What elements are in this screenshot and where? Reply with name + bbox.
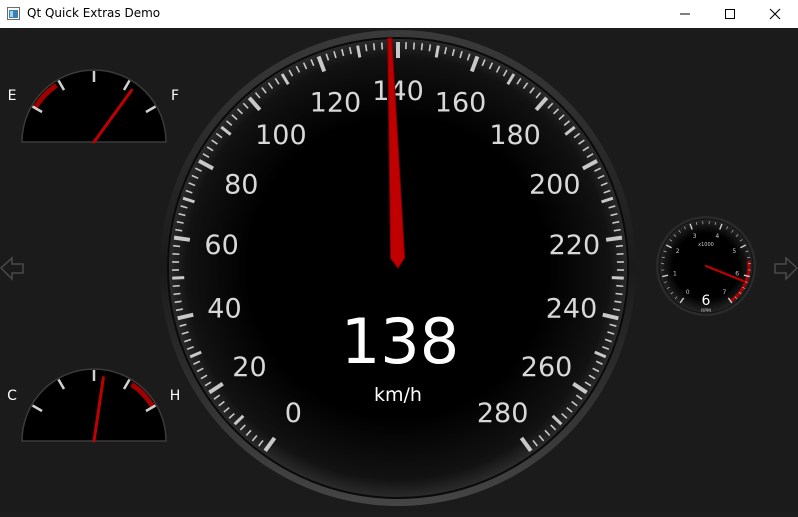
speedometer-tick-label: 180	[489, 120, 541, 151]
left-arrow-icon	[1, 258, 23, 279]
speedometer-tick-label: 220	[549, 230, 601, 261]
speed-unit: km/h	[374, 384, 422, 406]
speedometer-tick	[374, 43, 375, 50]
speedometer-tick-label: 240	[546, 294, 598, 325]
temp-cold-label: C	[7, 388, 17, 404]
left-arrow-button[interactable]	[1, 258, 23, 279]
window-title: Qt Quick Extras Demo	[27, 6, 160, 20]
speedometer-tick	[382, 43, 383, 50]
speedometer-tick	[174, 238, 190, 240]
tachometer-tick-label: 5	[732, 248, 736, 255]
right-arrow-icon	[775, 258, 797, 279]
speedometer-tick	[436, 46, 438, 58]
minimize-button[interactable]	[662, 0, 708, 28]
speedometer-tick	[174, 293, 181, 294]
close-button[interactable]	[752, 0, 798, 28]
speedometer-tick	[616, 246, 623, 247]
fuel-empty-label: E	[8, 88, 17, 104]
tachometer-tick-label: 0	[686, 289, 690, 296]
speedometer-tick-label: 100	[255, 120, 307, 151]
close-icon	[769, 8, 781, 20]
speedometer-tick	[429, 44, 430, 51]
speedometer-tick	[172, 278, 184, 279]
speedometer-tick-label: 140	[372, 76, 424, 107]
rpm-readout: 6	[702, 293, 711, 309]
fuel-full-label: F	[171, 88, 179, 104]
speedometer-tick-label: 160	[435, 87, 487, 118]
speedometer-tick-label: 120	[310, 87, 362, 118]
tachometer-tick-label: 6	[735, 271, 739, 278]
tachometer-multiplier: x1000	[698, 242, 714, 248]
tachometer-tick-label: 3	[693, 233, 697, 240]
speedometer-tick	[606, 238, 622, 240]
speedometer-tick-label: 20	[232, 352, 266, 383]
window-titlebar: Qt Quick Extras Demo	[0, 0, 798, 28]
speedometer-tick-label: 260	[521, 352, 573, 383]
speedometer-tick	[616, 293, 623, 294]
rpm-unit: RPM	[701, 308, 711, 314]
temperature-gauge: C H	[7, 369, 180, 441]
speedometer-tick	[612, 278, 624, 279]
speedometer-tick	[358, 46, 360, 58]
speedometer-tick-label: 0	[285, 398, 302, 429]
fuel-gauge: E F	[8, 70, 179, 142]
speedometer-tick-label: 60	[204, 230, 238, 261]
speedometer-tick	[422, 43, 423, 50]
tachometer-tick-label: 7	[722, 289, 726, 296]
right-arrow-button[interactable]	[775, 258, 797, 279]
speedometer-tick-label: 40	[207, 294, 241, 325]
speedometer-tick	[414, 43, 415, 50]
maximize-button[interactable]	[707, 0, 753, 28]
speedometer-tick-label: 200	[529, 170, 581, 201]
speed-readout: 138	[341, 305, 459, 378]
speedometer-tick	[173, 286, 180, 287]
app-icon	[7, 7, 20, 20]
speedometer-tick	[614, 301, 621, 302]
tachometer-tick-label: 1	[673, 271, 677, 278]
speedometer-tick	[175, 301, 182, 302]
tachometer-tick-label: 4	[715, 233, 719, 240]
maximize-icon	[724, 8, 736, 20]
temp-hot-label: H	[170, 388, 181, 404]
speedometer-tick-label: 280	[477, 398, 529, 429]
speedometer-tick	[366, 44, 367, 51]
speedometer-tick	[173, 246, 180, 247]
tachometer-tick-label: 2	[676, 248, 680, 255]
speedometer-tick	[616, 286, 623, 287]
speedometer-tick-label: 80	[224, 170, 258, 201]
minimize-icon	[679, 8, 691, 20]
tachometer: 0 1 2 3 4 5 6 7 x1000 6 RPM	[656, 216, 756, 316]
